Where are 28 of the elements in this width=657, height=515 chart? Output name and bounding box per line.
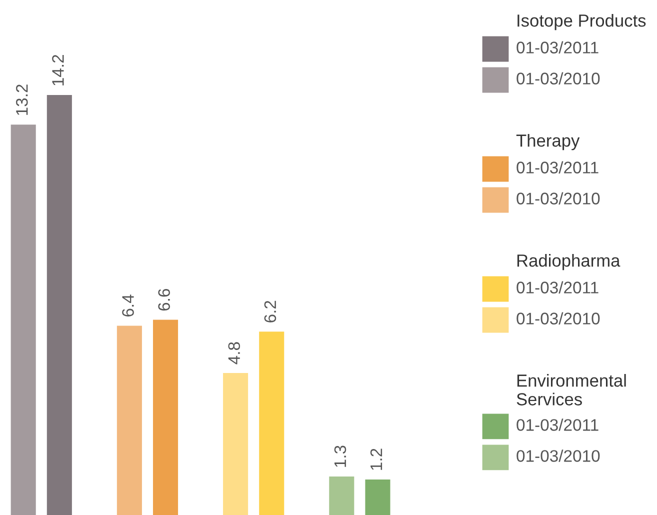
text: 01-03/2010 (516, 312, 600, 324)
bar (116, 326, 142, 515)
bar (46, 95, 72, 515)
data-label: 6.6 (158, 288, 170, 311)
legend-label: 01-03/2010 (516, 192, 600, 204)
text: Radiopharma (517, 254, 620, 270)
data-label: 6.4 (122, 294, 134, 316)
text: 01-03/2011 (516, 418, 598, 431)
text: 01-03/2011 (516, 41, 598, 54)
data-label: 1.2 (370, 448, 382, 470)
bar (259, 332, 284, 515)
bar (152, 320, 178, 515)
text: Therapy (516, 134, 580, 150)
data-label: 4.8 (228, 342, 240, 364)
bar (10, 124, 36, 515)
data-label: 13.2 (16, 84, 28, 115)
text: 01-03/2011 (516, 281, 598, 294)
bar (329, 476, 354, 515)
bar (223, 373, 248, 515)
text: Isotope Products (518, 14, 646, 30)
text: 01-03/2010 (516, 72, 600, 84)
legend-label: 01-03/2011 (516, 161, 598, 174)
text: 01-03/2010 (516, 450, 600, 462)
text: Environmental Services (516, 374, 626, 406)
bar (365, 480, 390, 515)
data-label: 6.2 (264, 300, 276, 322)
data-label: 1.3 (334, 446, 346, 467)
data-label: 14.2 (52, 55, 64, 86)
